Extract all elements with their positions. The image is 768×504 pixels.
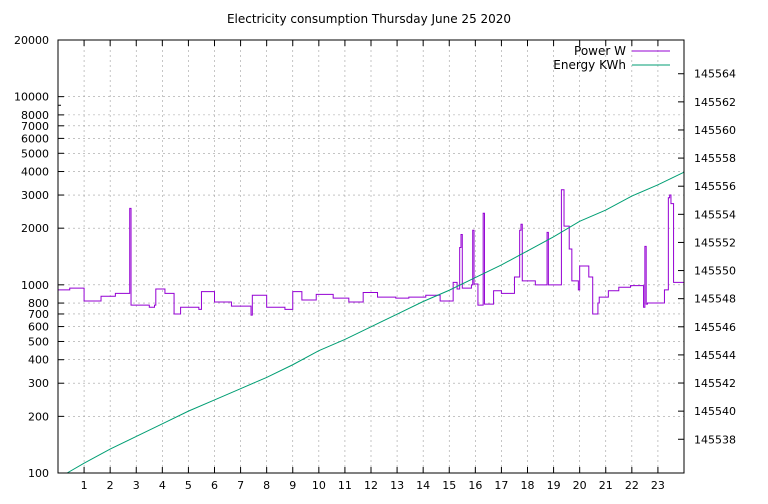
x-tick-label: 3 <box>133 479 140 492</box>
y-left-tick-label: 1000 <box>21 279 49 292</box>
x-tick-label: 4 <box>159 479 166 492</box>
x-tick-label: 11 <box>338 479 352 492</box>
y-left-tick-label: 100 <box>28 467 49 480</box>
y-left-tick-label: 800 <box>28 297 49 310</box>
y-right-tick-label: 145546 <box>694 321 736 334</box>
x-tick-label: 14 <box>416 479 430 492</box>
x-tick-label: 13 <box>390 479 404 492</box>
legend: Power W Energy KWh <box>553 44 670 72</box>
legend-label-energy: Energy KWh <box>553 58 626 72</box>
x-tick-label: 12 <box>364 479 378 492</box>
x-tick-label: 6 <box>211 479 218 492</box>
y-right-tick-label: 145558 <box>694 152 736 165</box>
y-left-tick-label: 700 <box>28 308 49 321</box>
x-tick-label: 17 <box>494 479 508 492</box>
x-tick-label: 23 <box>651 479 665 492</box>
power-series-line <box>58 189 685 316</box>
y-left-tick-label: 4000 <box>21 166 49 179</box>
x-tick-label: 1 <box>81 479 88 492</box>
x-tick-label: 8 <box>263 479 270 492</box>
y-right-tick-label: 145538 <box>694 433 736 446</box>
y-right-tick-label: 145542 <box>694 377 736 390</box>
energy-series-line <box>66 171 685 474</box>
x-tick-label: 7 <box>237 479 244 492</box>
y-right-tick-label: 145540 <box>694 405 736 418</box>
legend-label-power: Power W <box>574 44 626 58</box>
y-right-tick-label: 145562 <box>694 96 736 109</box>
x-tick-label: 9 <box>289 479 296 492</box>
y-left-tick-label: 3000 <box>21 189 49 202</box>
x-tick-label: 2 <box>107 479 114 492</box>
y-right-tick-label: 145548 <box>694 293 736 306</box>
y-right-tick-label: 145550 <box>694 265 736 278</box>
y-right-tick-label: 145564 <box>694 68 736 81</box>
y-right-tick-label: 145544 <box>694 349 736 362</box>
chart-title: Electricity consumption Thursday June 25… <box>227 12 511 26</box>
y-left-tick-label: 600 <box>28 321 49 334</box>
y-left-tick-label: 300 <box>28 377 49 390</box>
y-right-tick-label: 145560 <box>694 124 736 137</box>
y-left-tick-label: 5000 <box>21 147 49 160</box>
series-layer <box>58 171 685 474</box>
y-left-tick-label: 2000 <box>21 222 49 235</box>
x-tick-label: 16 <box>468 479 482 492</box>
y-left-tick-label: 10000 <box>14 91 49 104</box>
y-left-tick-label: 8000 <box>21 109 49 122</box>
x-tick-label: 20 <box>573 479 587 492</box>
y-right-tick-label: 145554 <box>694 208 736 221</box>
x-tick-label: 18 <box>521 479 535 492</box>
x-tick-label: 10 <box>312 479 326 492</box>
x-tick-label: 22 <box>625 479 639 492</box>
y-left-tick-label: 500 <box>28 335 49 348</box>
y-left-tick-label: 200 <box>28 410 49 423</box>
y-left-tick-label: 400 <box>28 354 49 367</box>
y-left-tick-label: 20000 <box>14 34 49 47</box>
y-right-tick-label: 145552 <box>694 236 736 249</box>
x-tick-label: 19 <box>547 479 561 492</box>
y-left-tick-label: 7000 <box>21 120 49 133</box>
x-tick-label: 15 <box>442 479 456 492</box>
x-tick-label: 21 <box>599 479 613 492</box>
axis-layer: 1 2 3 4 5 6 7 8 9 10 11 12 13 14 15 16 17 18 19 20 21 22 23100… <box>14 34 736 492</box>
y-right-tick-label: 145556 <box>694 180 736 193</box>
x-tick-label: 5 <box>185 479 192 492</box>
y-left-tick-label: 6000 <box>21 132 49 145</box>
grid-layer <box>58 40 684 473</box>
